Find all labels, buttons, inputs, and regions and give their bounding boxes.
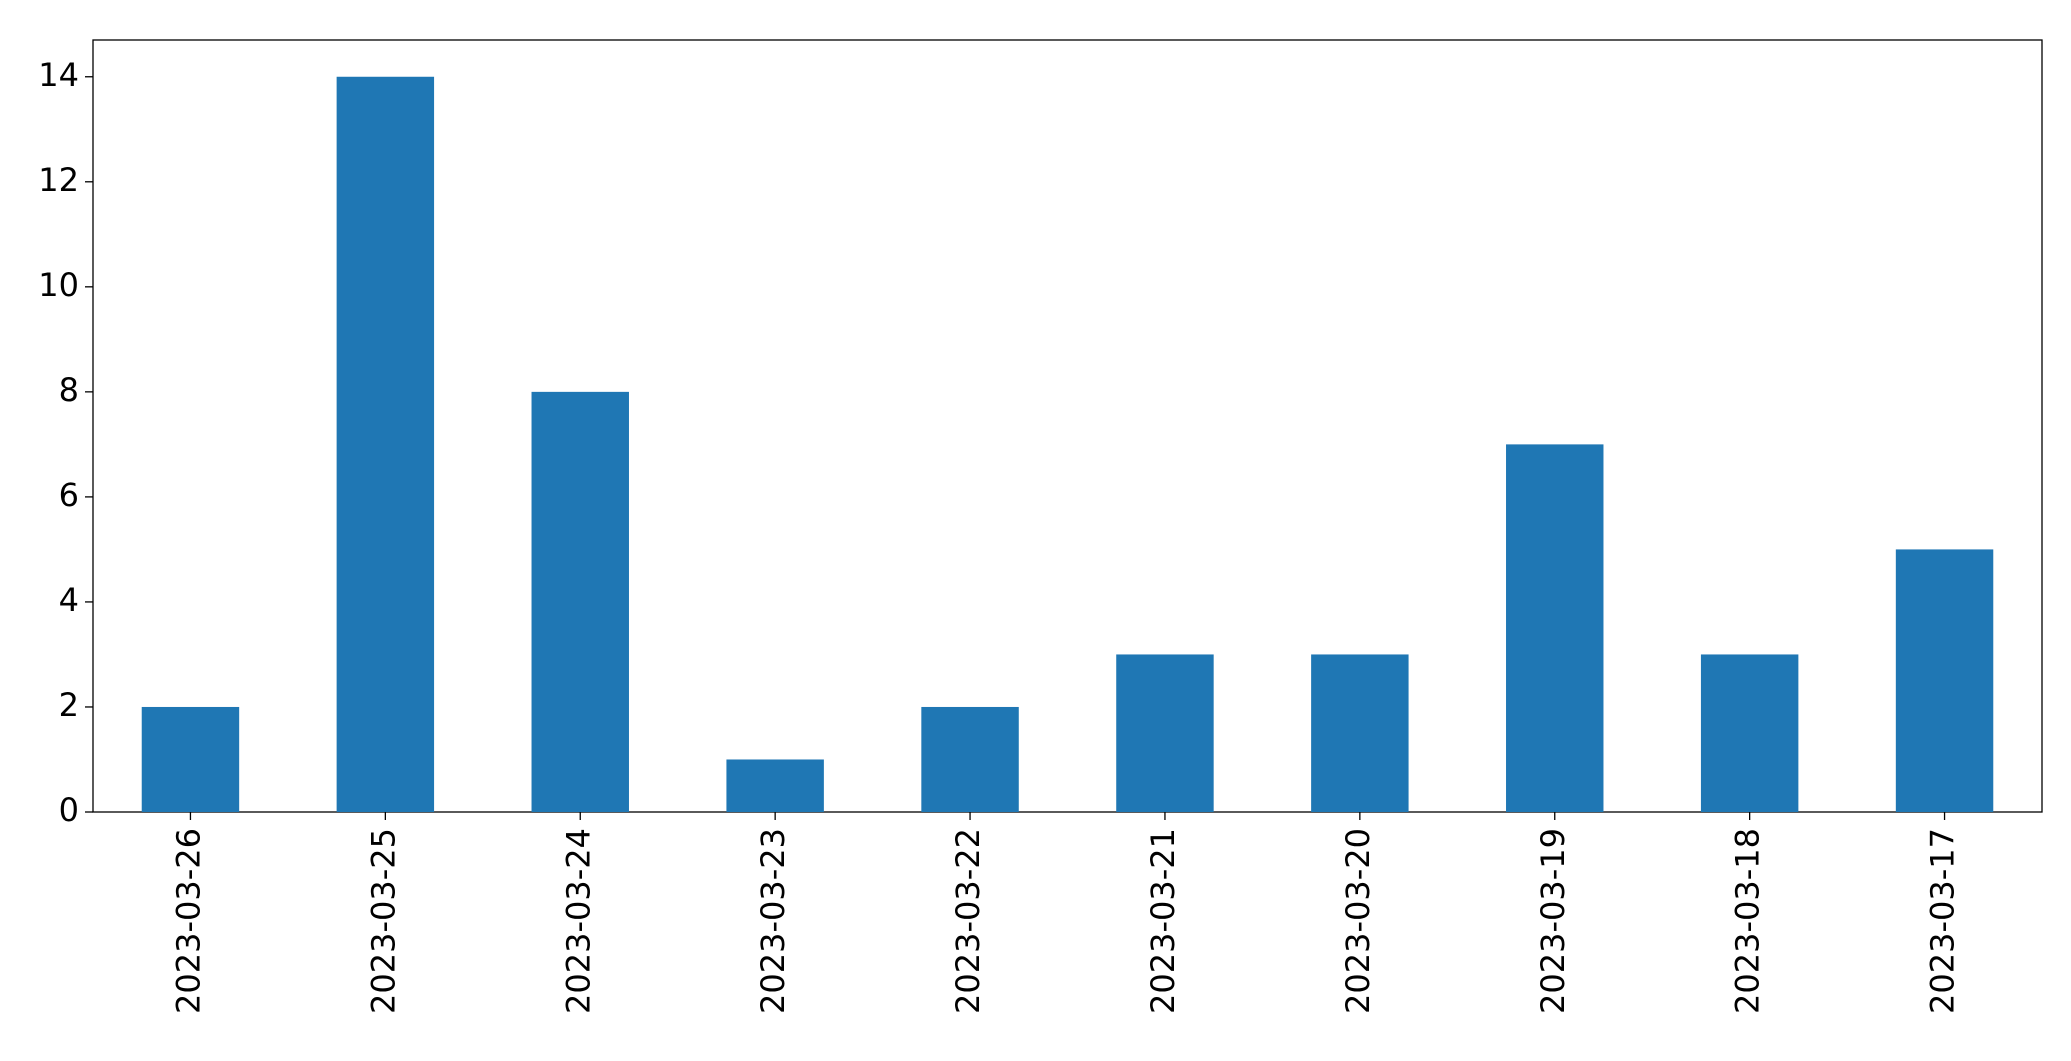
y-tick-label: 6 [59, 476, 79, 514]
x-tick-label: 2023-03-18 [1729, 828, 1767, 1014]
y-tick-label: 4 [59, 581, 79, 619]
bar [726, 759, 824, 812]
x-tick-label: 2023-03-17 [1924, 828, 1962, 1014]
x-tick-label: 2023-03-22 [949, 828, 987, 1014]
y-tick-label: 8 [59, 371, 79, 409]
x-tick-label: 2023-03-24 [559, 828, 597, 1014]
x-tick-label: 2023-03-20 [1339, 828, 1377, 1014]
bar [531, 391, 629, 812]
y-tick-label: 0 [59, 791, 79, 829]
x-tick-label: 2023-03-25 [364, 828, 402, 1014]
x-tick-label: 2023-03-26 [169, 828, 207, 1014]
bar [1506, 444, 1604, 812]
bar [1311, 654, 1409, 812]
plot-frame [92, 39, 2043, 813]
bar [336, 76, 435, 812]
x-tick-label: 2023-03-19 [1534, 828, 1572, 1014]
x-tick-label: 2023-03-21 [1144, 828, 1182, 1014]
y-tick-label: 14 [38, 56, 79, 94]
bar [141, 706, 240, 812]
bar [921, 706, 1019, 812]
bar [1116, 654, 1214, 812]
x-tick-label: 2023-03-23 [754, 828, 792, 1014]
bar [1895, 549, 1994, 812]
y-tick-label: 2 [59, 686, 79, 724]
y-tick-label: 10 [38, 266, 79, 304]
bar [1700, 654, 1799, 812]
y-tick-label: 12 [38, 161, 79, 199]
